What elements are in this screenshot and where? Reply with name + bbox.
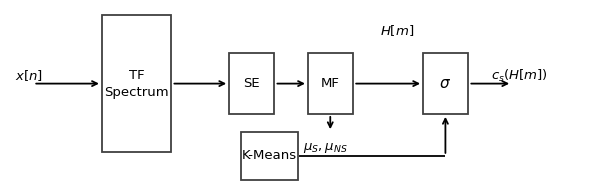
Bar xyxy=(423,53,468,114)
Text: $x[n]$: $x[n]$ xyxy=(15,69,43,83)
Bar xyxy=(102,15,171,152)
Bar xyxy=(308,53,353,114)
Text: SE: SE xyxy=(243,77,260,90)
Text: $\mu_S, \mu_{NS}$: $\mu_S, \mu_{NS}$ xyxy=(303,141,348,155)
Text: $\sigma$: $\sigma$ xyxy=(439,76,451,91)
Text: $c_s(H[m])$: $c_s(H[m])$ xyxy=(491,68,548,84)
Bar xyxy=(241,132,299,180)
Text: TF
Spectrum: TF Spectrum xyxy=(104,69,168,99)
Text: MF: MF xyxy=(321,77,340,90)
Text: K-Means: K-Means xyxy=(242,149,297,162)
Bar xyxy=(229,53,275,114)
Text: $H[m]$: $H[m]$ xyxy=(380,23,414,38)
